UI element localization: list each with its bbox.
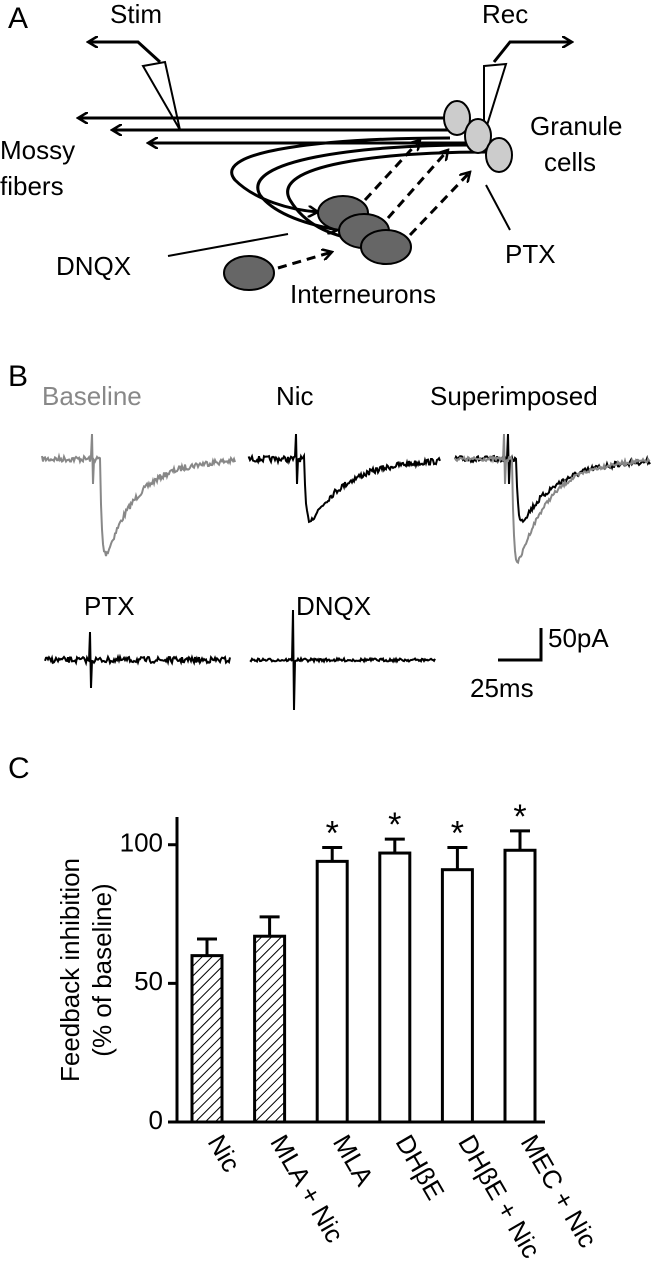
granule-cell xyxy=(464,118,492,154)
granule-label: Granule xyxy=(530,111,623,141)
current-trace xyxy=(454,433,651,565)
granule-label: cells xyxy=(544,147,596,177)
granule-cell xyxy=(443,100,471,136)
dnqx-label: DNQX xyxy=(56,251,131,281)
error-bar xyxy=(447,846,468,870)
trace-label: PTX xyxy=(84,591,135,621)
error-bar xyxy=(384,837,405,854)
rec-label: Rec xyxy=(482,0,528,29)
interneuron xyxy=(223,255,275,291)
panel-b-traces: B Baseline Nic Superimposed PTX DNQX 50p… xyxy=(8,360,651,711)
stim-electrode xyxy=(141,60,181,131)
bar xyxy=(503,848,537,1124)
current-trace xyxy=(249,609,436,711)
error-bar xyxy=(259,915,280,937)
scale-y-label: 50pA xyxy=(548,623,609,653)
collateral xyxy=(230,136,451,212)
x-tick-label: DHβE xyxy=(390,1129,451,1205)
mossy-label: Mossy xyxy=(0,135,75,165)
stim-label: Stim xyxy=(110,0,162,29)
x-tick-label: Nic xyxy=(202,1129,247,1177)
y-tick-label: 100 xyxy=(120,828,163,858)
panel-label: C xyxy=(8,752,30,785)
significance-star: * xyxy=(513,798,526,836)
x-tick-label: MLA xyxy=(327,1129,380,1191)
error-bar xyxy=(322,846,343,862)
y-tick-label: 50 xyxy=(134,966,163,996)
error-bar xyxy=(510,829,530,851)
current-trace xyxy=(44,631,231,689)
trace-label: Baseline xyxy=(42,381,142,411)
interneurons-label: Interneurons xyxy=(290,279,436,309)
panel-label: A xyxy=(8,2,28,35)
y-axis-title: Feedback inhibition xyxy=(55,858,85,1082)
current-trace xyxy=(247,433,441,524)
rec-electrode xyxy=(483,62,508,136)
inhibition-arrows xyxy=(277,140,470,270)
rec-wire xyxy=(492,42,572,63)
significance-star: * xyxy=(388,806,401,844)
bar xyxy=(315,859,349,1124)
y-axis-title: (% of baseline) xyxy=(87,883,117,1056)
bar xyxy=(378,851,412,1124)
mossy-label: fibers xyxy=(0,171,64,201)
current-trace xyxy=(41,433,236,557)
dnqx-pointer xyxy=(167,233,289,257)
error-bar xyxy=(197,937,217,956)
panel-label: B xyxy=(8,360,28,393)
collateral xyxy=(256,143,471,230)
y-tick-label: 0 xyxy=(149,1105,163,1135)
bar xyxy=(440,868,474,1124)
trace-label: DNQX xyxy=(296,591,371,621)
bar xyxy=(190,954,224,1124)
collateral xyxy=(286,150,491,240)
trace-label: Superimposed xyxy=(430,381,598,411)
significance-star: * xyxy=(326,814,339,852)
stim-wire xyxy=(88,42,162,64)
current-trace xyxy=(454,433,651,524)
trace-label: Nic xyxy=(276,381,314,411)
bar xyxy=(253,934,287,1124)
scale-bar xyxy=(498,628,543,662)
interneuron xyxy=(360,229,412,265)
significance-star: * xyxy=(451,814,464,852)
ptx-label: PTX xyxy=(505,239,556,269)
panel-a-diagram: A Stim Rec Mossy fibers Granule cells DN… xyxy=(0,0,623,309)
granule-cell xyxy=(485,137,513,173)
ptx-pointer xyxy=(485,184,511,231)
scale-x-label: 25ms xyxy=(470,673,534,703)
